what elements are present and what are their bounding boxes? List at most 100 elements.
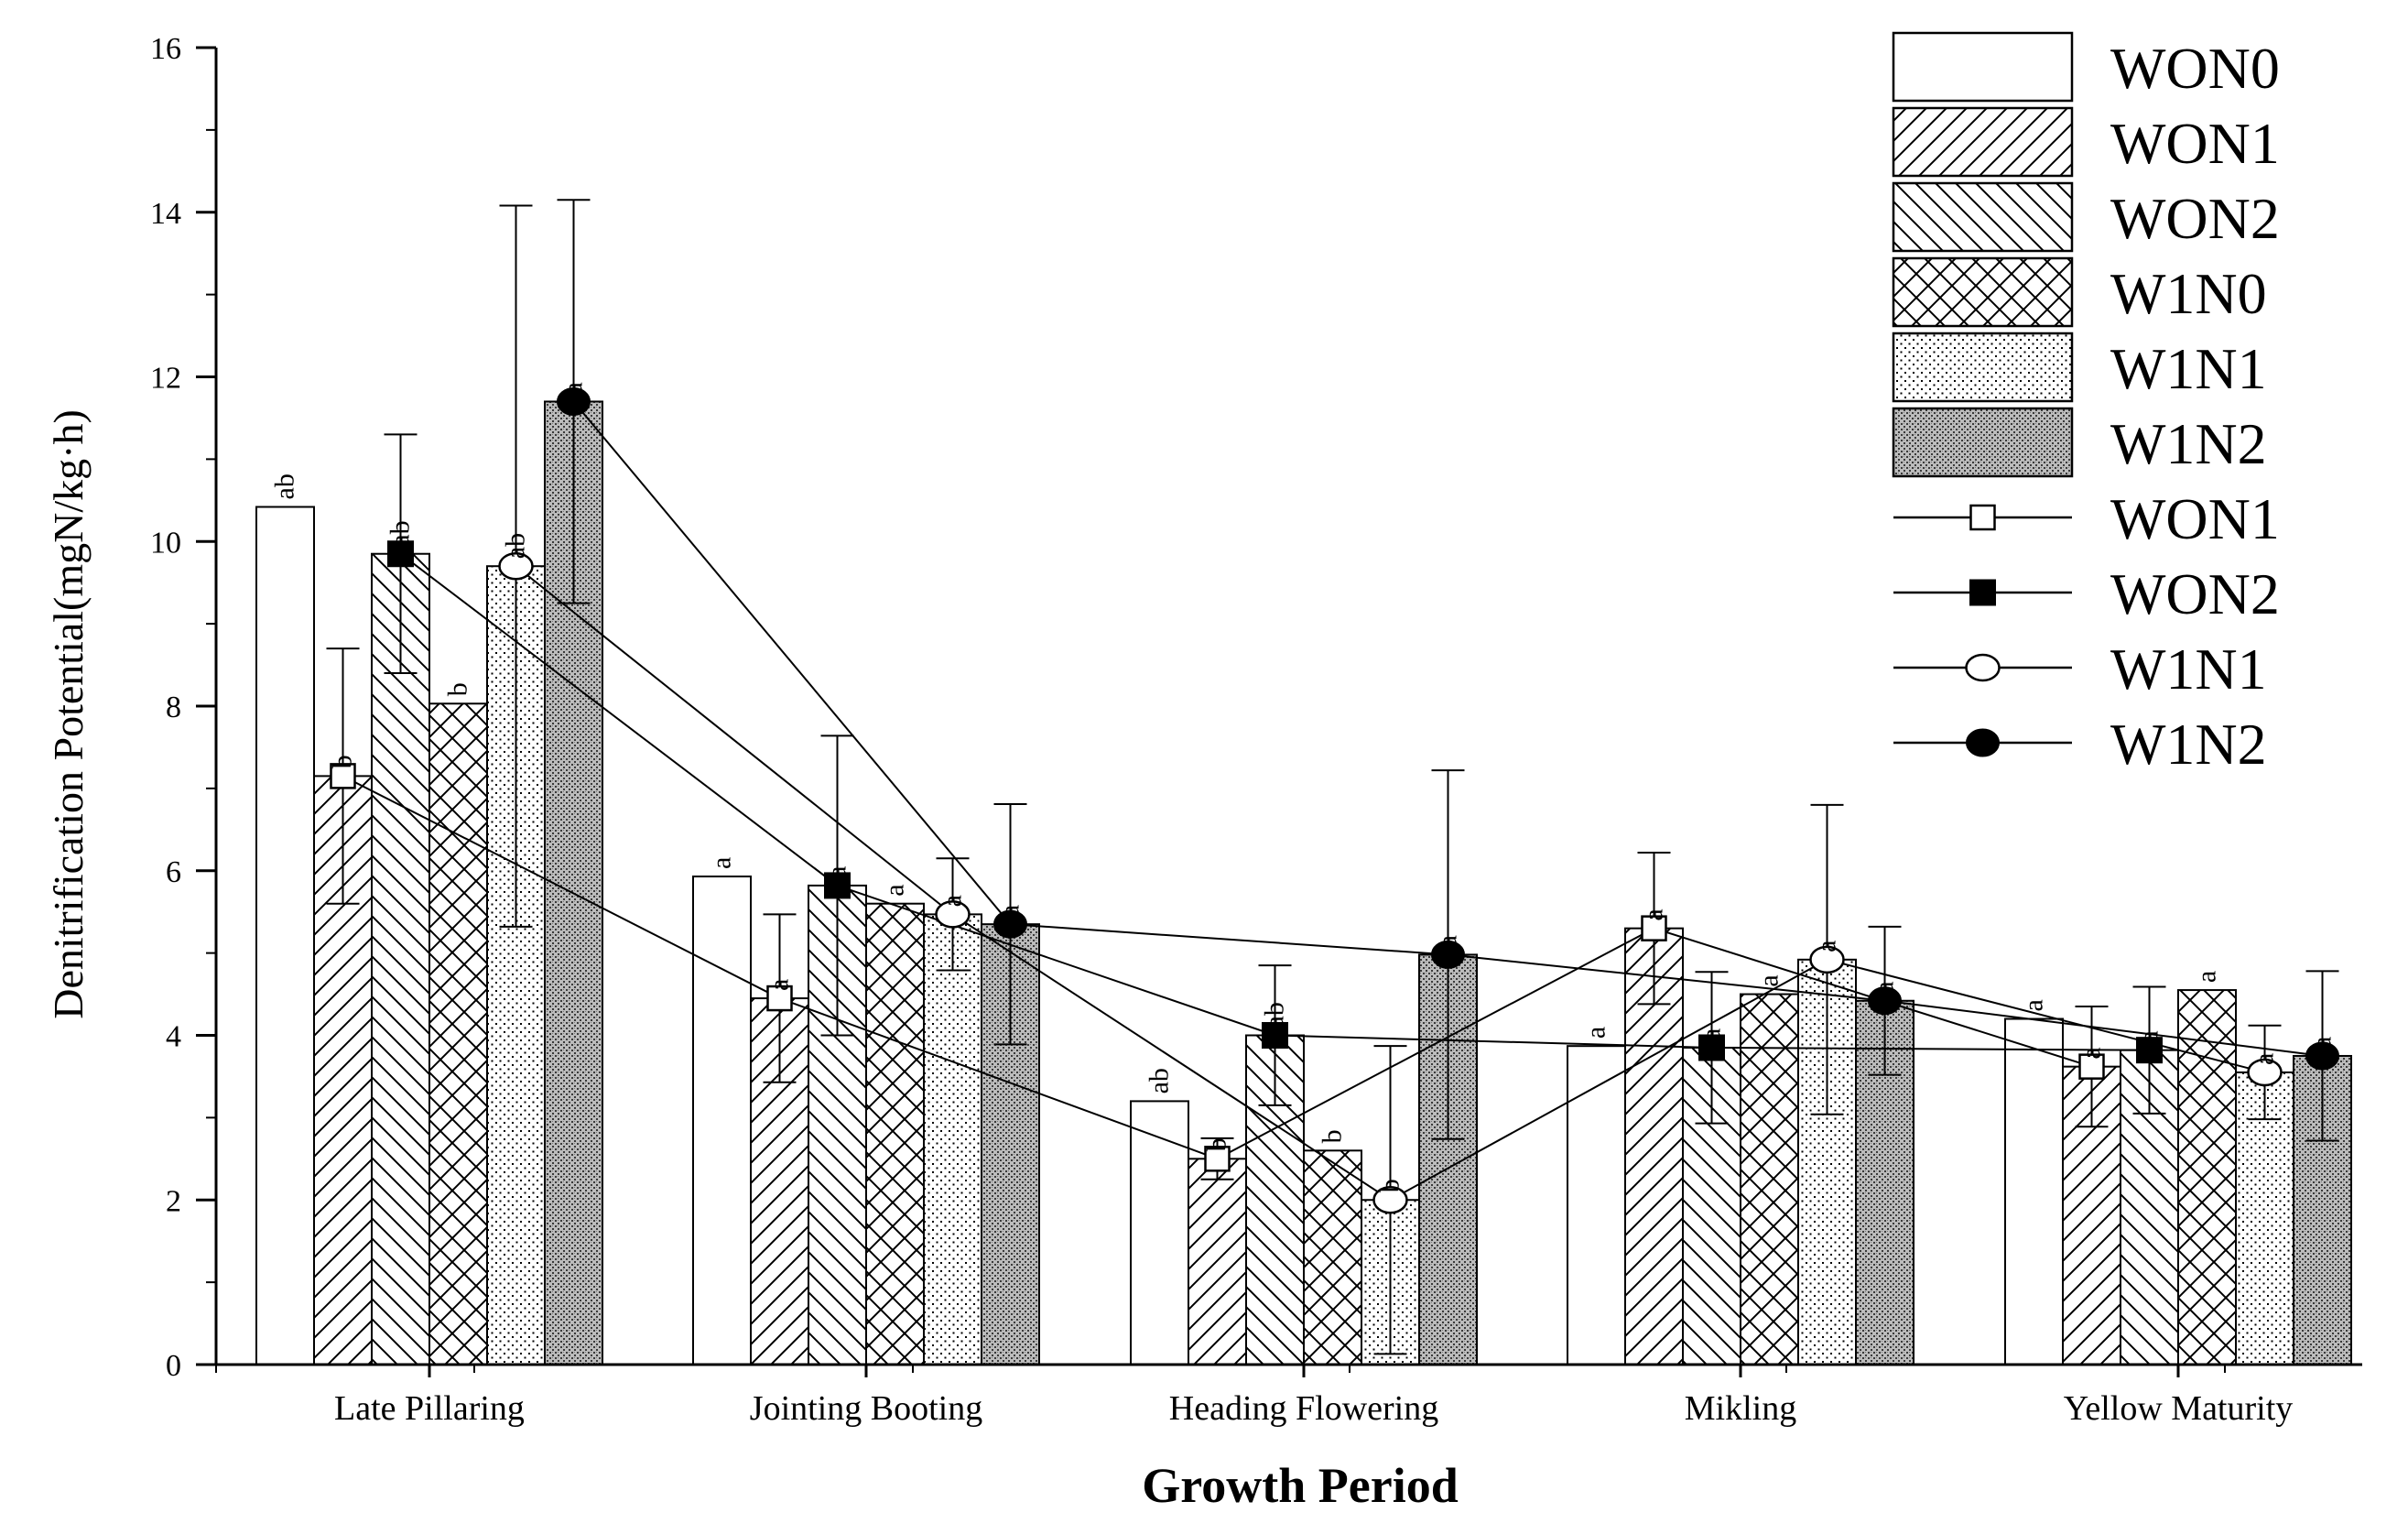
significance-label: a bbox=[995, 905, 1025, 917]
marker-w1n1-4 bbox=[2247, 1058, 2283, 1087]
bar-won0-2 bbox=[1130, 1100, 1189, 1366]
bar-won0-1 bbox=[692, 876, 752, 1365]
y-tick-label: 2 bbox=[166, 1184, 181, 1218]
significance-label: ab bbox=[270, 473, 300, 499]
legend-label: W1N2 bbox=[2110, 411, 2267, 476]
y-tick-label: 6 bbox=[166, 855, 181, 889]
significance-label: ab bbox=[501, 533, 531, 559]
legend-label: W1N0 bbox=[2110, 261, 2267, 326]
y-tick-label: 12 bbox=[150, 362, 181, 396]
legend-swatch-w1n2 bbox=[1892, 407, 2074, 478]
significance-label: ab bbox=[385, 520, 416, 546]
legend-label: WON2 bbox=[2110, 561, 2280, 626]
significance-label: b bbox=[1202, 1137, 1232, 1151]
significance-label: ab bbox=[1260, 1002, 1290, 1028]
y-axis-label: Denitrification Potential(mgN/kg·h) bbox=[45, 409, 92, 1019]
marker-w1n1-3 bbox=[1809, 945, 1845, 974]
bar-w1n0-3 bbox=[1740, 993, 1799, 1365]
legend-swatch-won1 bbox=[1892, 106, 2074, 178]
legend-marker-w1n2 bbox=[1966, 728, 2000, 757]
bar-w1n0-0 bbox=[428, 702, 488, 1365]
significance-label: a bbox=[559, 382, 589, 394]
significance-label: a bbox=[1754, 974, 1784, 986]
significance-label: a bbox=[1870, 981, 1900, 993]
bars-group bbox=[255, 400, 2352, 1366]
bar-won0-3 bbox=[1567, 1045, 1626, 1365]
marker-w1n2-0 bbox=[557, 386, 591, 416]
marker-won2-3 bbox=[1698, 1034, 1725, 1061]
legend: WON0 WON1 WON2 W1N0 W1N1 W1N2 WON1 WON2 W1N1 W1N2 bbox=[1892, 31, 2280, 777]
marker-w1n2-1 bbox=[993, 909, 1027, 939]
x-tick-label: Jointing Booting bbox=[750, 1389, 982, 1428]
x-axis-label: Growth Period bbox=[1142, 1458, 1458, 1513]
significance-label: a bbox=[938, 895, 968, 907]
marker-w1n1-1 bbox=[935, 900, 971, 929]
significance-label: a bbox=[1639, 908, 1669, 920]
markers-group bbox=[330, 386, 2339, 1214]
significance-label: a bbox=[707, 857, 737, 869]
legend-label: WON2 bbox=[2110, 186, 2280, 251]
significance-label: a bbox=[1433, 935, 1463, 947]
legend-marker-w1n1 bbox=[1965, 653, 2001, 682]
marker-won1-0 bbox=[330, 763, 356, 789]
significance-label: a bbox=[880, 884, 910, 896]
significance-label: a bbox=[2307, 1037, 2337, 1049]
legend-swatch-won2 bbox=[1892, 181, 2074, 253]
bar-w1n0-1 bbox=[865, 902, 925, 1365]
x-tick-label: Yellow Maturity bbox=[2064, 1389, 2294, 1428]
bar-w1n0-2 bbox=[1303, 1149, 1362, 1365]
x-ticks-group: Late Pillaring Jointing Booting Heading Fl… bbox=[215, 1365, 2294, 1428]
legend-label: W1N1 bbox=[2110, 336, 2267, 401]
significance-label: a bbox=[765, 979, 795, 991]
legend-swatch-w1n0 bbox=[1892, 256, 2074, 328]
significance-label: a bbox=[2250, 1053, 2280, 1065]
legend-marker-won1 bbox=[1969, 504, 1996, 531]
marker-won2-2 bbox=[1262, 1022, 1288, 1049]
marker-won2-1 bbox=[824, 872, 851, 899]
legend-swatch-w1n1 bbox=[1892, 332, 2074, 403]
significance-label: a bbox=[1697, 1028, 1727, 1040]
legend-marker-won2 bbox=[1969, 579, 1996, 606]
legend-label: WON0 bbox=[2110, 36, 2280, 101]
marker-won1-2 bbox=[1204, 1146, 1231, 1172]
bar-w1n2-4 bbox=[2293, 1054, 2352, 1365]
y-tick-label: 14 bbox=[150, 197, 181, 231]
significance-label: a bbox=[2192, 971, 2222, 983]
significance-label: a bbox=[822, 866, 852, 878]
y-tick-label: 4 bbox=[166, 1020, 181, 1054]
significance-label: ab bbox=[1144, 1068, 1175, 1093]
significance-label: a bbox=[1812, 940, 1842, 952]
marker-w1n1-2 bbox=[1372, 1186, 1408, 1214]
y-ticks-group: 0 2 4 6 8 10 12 14 16 bbox=[150, 32, 216, 1383]
marker-won2-4 bbox=[2136, 1037, 2163, 1064]
significance-label: a bbox=[2134, 1030, 2164, 1042]
significance-label: a bbox=[1581, 1027, 1611, 1039]
x-tick-label: Heading Flowering bbox=[1169, 1389, 1438, 1428]
bar-w1n1-1 bbox=[923, 913, 982, 1365]
legend-label: WON1 bbox=[2110, 486, 2280, 551]
legend-swatch-won0 bbox=[1892, 31, 2074, 103]
bar-won0-0 bbox=[255, 506, 315, 1365]
marker-w1n2-4 bbox=[2305, 1041, 2339, 1071]
x-tick-label: Mikling bbox=[1685, 1389, 1796, 1428]
legend-label: WON1 bbox=[2110, 111, 2280, 176]
y-tick-label: 0 bbox=[166, 1349, 181, 1383]
x-tick-label: Late Pillaring bbox=[334, 1389, 525, 1428]
y-tick-label: 16 bbox=[150, 32, 181, 66]
significance-label: a bbox=[2077, 1047, 2107, 1059]
marker-w1n2-3 bbox=[1868, 986, 1902, 1016]
bar-won1-2 bbox=[1188, 1158, 1247, 1365]
significance-label: b bbox=[328, 755, 358, 768]
bar-won0-4 bbox=[2004, 1017, 2064, 1366]
y-tick-label: 8 bbox=[166, 691, 181, 724]
marker-won1-3 bbox=[1641, 915, 1667, 941]
significance-label: b bbox=[443, 682, 473, 696]
y-tick-label: 10 bbox=[150, 526, 181, 560]
significance-label: a bbox=[2019, 999, 2049, 1011]
marker-w1n1-0 bbox=[498, 551, 534, 581]
marker-won1-4 bbox=[2078, 1053, 2105, 1080]
significance-label: b bbox=[1318, 1129, 1348, 1143]
